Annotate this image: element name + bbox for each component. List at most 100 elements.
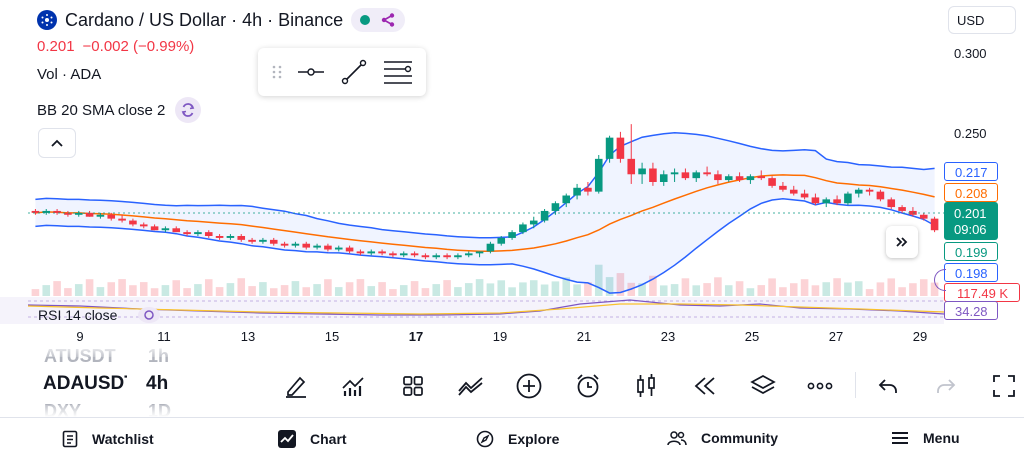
compare-button[interactable] — [454, 369, 488, 403]
candle — [367, 249, 376, 256]
fullscreen-button[interactable] — [987, 369, 1021, 403]
x-tick: 17 — [408, 329, 424, 344]
candle — [432, 253, 441, 260]
candle — [139, 222, 148, 229]
candle — [31, 209, 40, 215]
last-price-tag: 0.201 09:06 — [944, 202, 998, 240]
undo-button[interactable] — [871, 369, 905, 403]
candle — [107, 212, 116, 221]
rsi-settings-icon[interactable] — [138, 307, 160, 323]
candle — [887, 197, 896, 209]
x-tick: 11 — [157, 329, 171, 344]
volume-bar — [226, 283, 235, 296]
bb-lower-tag: 0.198 — [944, 263, 998, 282]
volume-bar — [269, 288, 278, 296]
x-tick: 23 — [660, 329, 676, 344]
volume-indicator-label[interactable]: Vol · ADA — [37, 66, 102, 83]
volume-bar — [811, 285, 820, 296]
candle — [594, 155, 603, 194]
indicators-button[interactable] — [336, 369, 370, 403]
alerts-button[interactable] — [571, 369, 605, 403]
volume-bar — [172, 280, 181, 296]
volume-bars — [31, 264, 939, 296]
volume-bar — [692, 285, 701, 296]
scroll-to-realtime-button[interactable] — [886, 226, 918, 258]
volume-bar — [161, 285, 170, 296]
fib-retracement-icon[interactable] — [383, 59, 413, 85]
candle — [183, 230, 191, 236]
volume-bar — [789, 283, 798, 296]
nav-menu[interactable]: Menu — [891, 430, 960, 446]
volume-bar — [508, 287, 516, 296]
bb-basis-line — [35, 174, 935, 253]
volume-bar — [443, 280, 451, 296]
trend-icon — [458, 377, 483, 396]
candle — [150, 224, 159, 231]
symbol-title-row[interactable]: Cardano / US Dollar · 4h · Binance — [37, 8, 406, 32]
more-button[interactable] — [803, 369, 837, 403]
layouts-icon — [403, 376, 423, 396]
price-summary: 0.201 −0.002 (−0.99%) — [37, 38, 194, 55]
bb-basis-tag: 0.208 — [944, 183, 998, 202]
bollinger-indicator-label[interactable]: BB 20 SMA close 2 — [37, 97, 202, 123]
nav-explore[interactable]: Explore — [476, 430, 559, 448]
volume-bar — [259, 282, 267, 296]
volume-bar — [681, 278, 690, 296]
nav-community[interactable]: Community — [667, 430, 778, 446]
candle — [53, 209, 61, 215]
candle — [865, 187, 874, 196]
replay-button[interactable] — [688, 369, 722, 403]
compass-icon — [476, 430, 494, 448]
candle — [237, 234, 246, 242]
volume-bar — [497, 280, 506, 296]
nav-watchlist[interactable]: Watchlist — [62, 430, 154, 448]
alarm-icon — [577, 374, 599, 398]
drag-handle-icon[interactable] — [272, 64, 282, 80]
rsi-indicator-label[interactable]: RSI 14 close — [38, 307, 118, 323]
candle — [410, 251, 419, 258]
chart-type-button[interactable] — [629, 369, 663, 403]
candle — [204, 230, 213, 238]
candle — [302, 241, 311, 250]
market-open-dot-icon — [360, 15, 371, 25]
volume-tag: 117.49 K — [944, 283, 1020, 302]
market-status-pill[interactable] — [351, 8, 406, 32]
volume-bar — [85, 279, 94, 296]
price-tick-0: 0.300 — [954, 46, 987, 61]
volume-bar — [919, 279, 928, 296]
volume-bar — [139, 282, 148, 296]
layouts-button[interactable] — [396, 369, 430, 403]
nav-chart[interactable]: Chart — [278, 430, 347, 448]
volume-bar — [670, 284, 679, 296]
volume-bar — [540, 284, 549, 296]
volume-bar — [378, 282, 386, 296]
redo-button[interactable] — [929, 369, 963, 403]
volume-bar — [822, 282, 831, 296]
candle — [399, 251, 408, 258]
indicators-icon — [342, 377, 364, 396]
object-tree-button[interactable] — [746, 369, 780, 403]
add-button[interactable] — [512, 369, 546, 403]
volume-bar — [768, 278, 776, 296]
chart-title: Cardano / US Dollar · 4h · Binance — [65, 9, 344, 30]
volume-bar — [64, 288, 72, 296]
price-change: −0.002 (−0.99%) — [82, 38, 195, 55]
trend-line-icon[interactable] — [340, 58, 368, 86]
drawing-tools-button[interactable] — [279, 369, 313, 403]
candle — [584, 182, 592, 196]
volume-bar — [345, 282, 354, 296]
candle — [659, 170, 668, 186]
price-chart[interactable] — [0, 0, 944, 325]
interval-current[interactable]: 4h — [146, 373, 169, 394]
volume-bar — [876, 282, 885, 296]
symbol-current[interactable]: ADAUSDT — [43, 373, 127, 394]
volume-bar — [724, 285, 733, 296]
collapse-legend-button[interactable] — [38, 128, 76, 158]
horizontal-ray-icon[interactable] — [297, 64, 325, 80]
currency-select[interactable]: USD — [948, 6, 1016, 34]
nav-chart-label: Chart — [310, 431, 347, 447]
candle — [844, 191, 852, 206]
candle — [746, 174, 755, 184]
candle — [475, 251, 484, 258]
nav-explore-label: Explore — [508, 431, 560, 447]
